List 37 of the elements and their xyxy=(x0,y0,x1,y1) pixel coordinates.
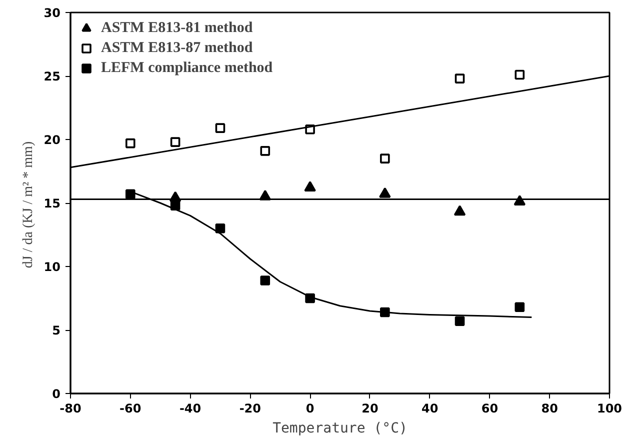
y-tick-label: 5 xyxy=(52,324,61,338)
x-tick-label: -20 xyxy=(239,402,262,416)
point xyxy=(454,74,465,84)
y-tick-label: 25 xyxy=(44,70,61,84)
x-tick-label: -60 xyxy=(120,402,142,416)
point xyxy=(125,189,136,200)
point xyxy=(260,146,270,156)
y-tick-label: 10 xyxy=(44,260,61,274)
y-tick-label: 0 xyxy=(52,387,61,401)
point xyxy=(170,137,180,147)
legend-label: LEFM compliance method xyxy=(101,60,273,76)
point xyxy=(260,276,270,286)
y-axis-title: dJ / da (KJ / m² * mm) xyxy=(20,141,36,268)
point xyxy=(215,123,226,133)
point xyxy=(454,316,465,326)
point xyxy=(215,224,226,234)
point xyxy=(304,181,316,192)
point xyxy=(379,187,391,198)
x-axis-title: Temperature (°C) xyxy=(272,420,408,436)
legend-label: ASTM E813-87 method xyxy=(101,40,253,56)
x-tick-label: 0 xyxy=(306,402,314,416)
point xyxy=(380,154,390,164)
legend-label: ASTM E813-81 method xyxy=(101,20,253,36)
x-tick-label: -80 xyxy=(60,402,82,416)
point xyxy=(514,302,525,312)
x-tick-label: -40 xyxy=(179,402,202,416)
y-tick-label: 20 xyxy=(44,133,61,147)
point xyxy=(125,138,136,148)
y-tick-label: 15 xyxy=(44,196,61,210)
point xyxy=(454,205,466,216)
x-tick-label: 80 xyxy=(541,402,558,416)
x-tick-label: 20 xyxy=(362,402,378,416)
x-tick-label: 40 xyxy=(421,402,438,416)
point xyxy=(514,70,525,80)
x-tick-label: 100 xyxy=(596,402,622,416)
x-tick-label: 60 xyxy=(481,402,498,416)
y-tick-label: 30 xyxy=(44,6,61,20)
